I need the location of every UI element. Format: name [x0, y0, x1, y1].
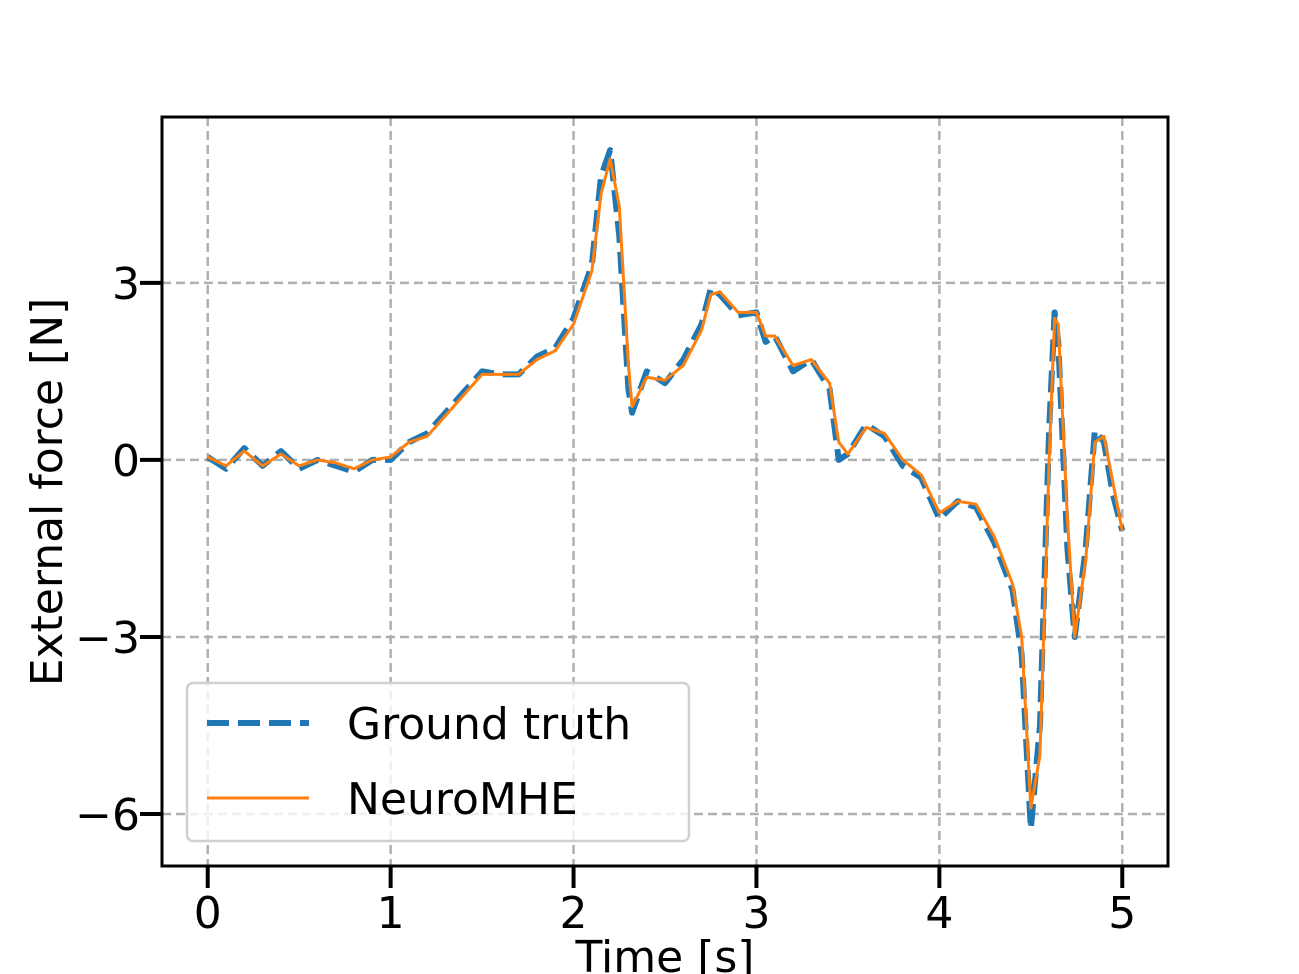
- x-tick-label: 1: [377, 888, 405, 939]
- y-axis-label: External force [N]: [22, 298, 73, 687]
- data-line: [207, 157, 1124, 810]
- plot-frame: [160, 115, 1170, 868]
- legend-label: NeuroMHE: [347, 774, 578, 825]
- x-tick-label: 3: [742, 888, 770, 939]
- y-tick-label: −6: [75, 790, 140, 841]
- y-tick-label: 3: [112, 259, 140, 310]
- x-axis-label: Time [s]: [575, 932, 755, 974]
- x-tick-label: 2: [560, 888, 588, 939]
- y-tick-label: −3: [75, 613, 140, 664]
- x-tick-label: 4: [925, 888, 953, 939]
- legend-box: [185, 681, 691, 843]
- x-tick-label: 0: [194, 888, 222, 939]
- y-tick-label: 0: [112, 436, 140, 487]
- x-tick-label: 5: [1108, 888, 1136, 939]
- legend-label: Ground truth: [347, 699, 631, 750]
